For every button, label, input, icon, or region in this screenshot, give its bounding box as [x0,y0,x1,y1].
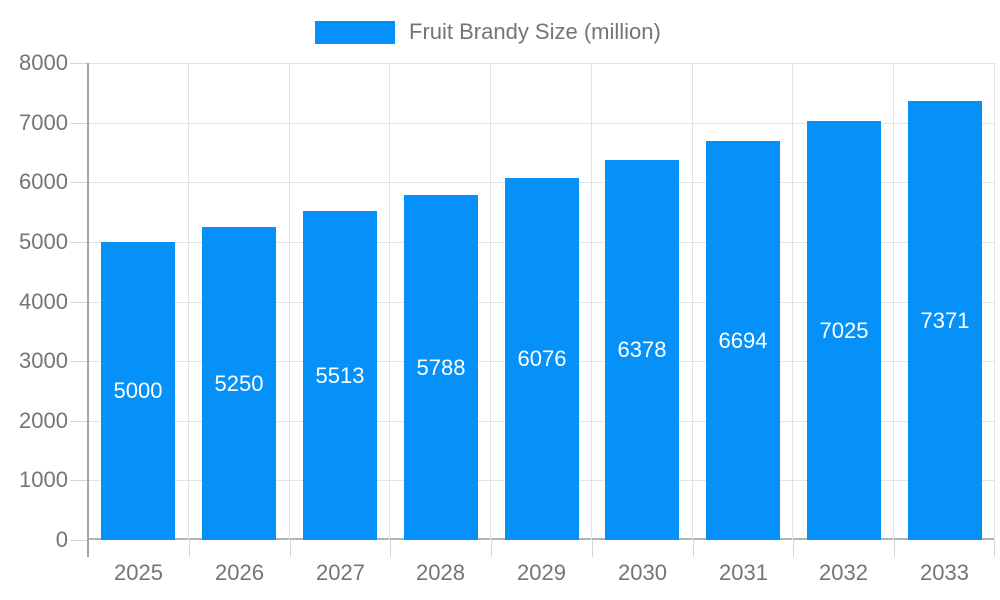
y-axis-tick [70,63,88,64]
x-axis-tick-label: 2032 [819,560,868,585]
x-axis-tick [290,540,291,557]
x-axis-tick-label: 2030 [618,560,667,585]
x-axis-tick [894,540,895,557]
x-axis-tick-label: 2028 [416,560,465,585]
gridline-vertical [591,63,592,540]
bar: 5250 [202,227,276,540]
bar: 5513 [303,211,377,540]
y-axis-line [87,63,89,557]
legend: Fruit Brandy Size (million) [315,19,661,45]
x-axis-tick-label: 2025 [114,560,163,585]
y-axis-tick [70,302,88,303]
y-axis-tick [70,242,88,243]
x-axis-tick-label: 2026 [215,560,264,585]
y-axis-tick-label: 5000 [19,229,68,254]
x-axis-tick [390,540,391,557]
bar: 6378 [605,160,679,540]
gridline-vertical [692,63,693,540]
bar: 7025 [807,121,881,540]
y-axis-tick [70,480,88,481]
x-axis-tick-label: 2033 [920,560,969,585]
gridline-vertical [792,63,793,540]
x-axis-tick [793,540,794,557]
x-axis-tick [693,540,694,557]
gridline-horizontal [88,63,995,64]
bar: 6694 [706,141,780,540]
x-axis-tick [491,540,492,557]
gridline-vertical [490,63,491,540]
legend-swatch [315,20,395,44]
gridline-vertical [188,63,189,540]
y-axis-tick-label: 0 [55,527,68,552]
y-axis-tick [70,421,88,422]
bar: 6076 [505,178,579,540]
y-axis-tick-label: 3000 [19,348,68,373]
gridline-vertical [994,63,995,540]
plot-area: 5000 5250 5513 5788 6076 6378 6694 7025 7371 [70,63,995,557]
bar-value-label: 7025 [819,317,869,343]
bar-value-label: 5788 [416,354,466,380]
y-axis-tick-label: 2000 [19,408,68,433]
bar-value-label: 5250 [214,370,264,396]
y-axis-tick [70,361,88,362]
y-axis-tick-label: 7000 [19,110,68,135]
gridline-horizontal [88,123,995,124]
bar-value-label: 6076 [517,346,567,371]
x-axis-tick [994,540,995,557]
bar: 5788 [404,195,478,540]
bar-value-label: 6378 [617,337,667,362]
y-axis-tick [70,182,88,183]
bar-value-label: 6694 [718,327,768,353]
bar-value-label: 7371 [920,307,970,333]
y-axis-tick [70,123,88,124]
gridline-vertical [389,63,390,540]
y-axis-tick [70,540,88,541]
x-axis-tick-label: 2031 [719,560,768,585]
x-axis-tick [189,540,190,557]
bar: 5000 [101,242,175,540]
x-axis-tick [592,540,593,557]
bar-value-label: 5513 [315,362,365,388]
y-axis-tick-label: 8000 [19,50,68,75]
gridline-vertical [289,63,290,540]
bar-value-label: 5000 [113,378,163,403]
y-axis-tick-label: 1000 [19,467,68,492]
x-axis-tick-label: 2027 [316,560,365,585]
gridline-vertical [893,63,894,540]
y-axis-tick-label: 4000 [19,289,68,314]
legend-label: Fruit Brandy Size (million) [409,19,661,44]
x-axis-tick-label: 2029 [517,560,566,585]
bar: 7371 [908,101,982,540]
y-axis-tick-label: 6000 [19,169,68,194]
